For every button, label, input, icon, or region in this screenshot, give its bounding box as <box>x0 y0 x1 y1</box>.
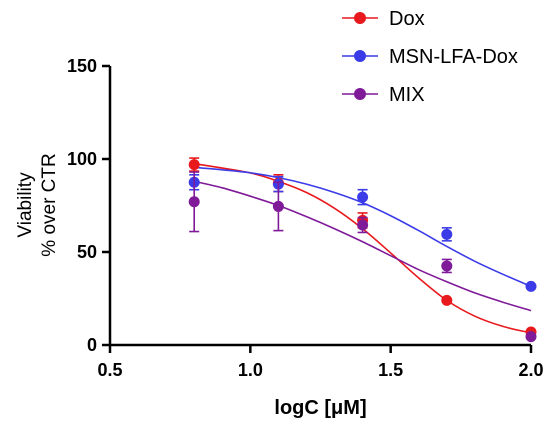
legend-label-msn-lfa-dox: MSN-LFA-Dox <box>389 46 518 68</box>
data-point-dox <box>188 159 200 171</box>
legend-label-dox: Dox <box>389 8 425 30</box>
x-axis-title: logC [μM] <box>274 397 366 419</box>
data-point-mix <box>272 200 284 212</box>
data-points <box>188 157 537 343</box>
y-tick-label: 100 <box>67 149 97 169</box>
x-tick-label: 2.0 <box>518 360 543 380</box>
y-tick-label: 150 <box>67 56 97 76</box>
y-axis-title-line: Viability <box>15 172 36 238</box>
data-point-msn-lfa-dox <box>525 280 537 292</box>
y-axis-title: Viability% over CTR <box>15 153 60 256</box>
y-tick-label: 0 <box>87 335 97 355</box>
data-point-msn-lfa-dox <box>357 191 369 203</box>
legend-label-mix: MIX <box>389 84 425 106</box>
axis-titles: logC [μM] Viability% over CTR <box>15 153 367 419</box>
legend-marker-msn-lfa-dox <box>354 50 366 62</box>
data-point-mix <box>525 331 537 343</box>
data-point-mix <box>357 219 369 231</box>
legend-marker-dox <box>354 12 366 24</box>
data-point-mix <box>441 260 453 272</box>
data-point-mix <box>188 196 200 208</box>
data-point-dox <box>441 294 453 306</box>
axes: 0 50 100 150 0.5 1.0 1.5 2.0 <box>67 56 544 380</box>
y-tick-label: 50 <box>77 242 97 262</box>
x-tick-label: 1.0 <box>238 360 263 380</box>
legend-marker-mix <box>354 88 366 100</box>
data-point-msn-lfa-dox <box>441 228 453 240</box>
fit-curve-mix <box>194 180 532 312</box>
y-axis-title-line: % over CTR <box>39 153 60 256</box>
x-tick-label: 1.5 <box>378 360 403 380</box>
x-tick-label: 0.5 <box>97 360 122 380</box>
legend: Dox MSN-LFA-Dox MIX <box>342 8 518 106</box>
